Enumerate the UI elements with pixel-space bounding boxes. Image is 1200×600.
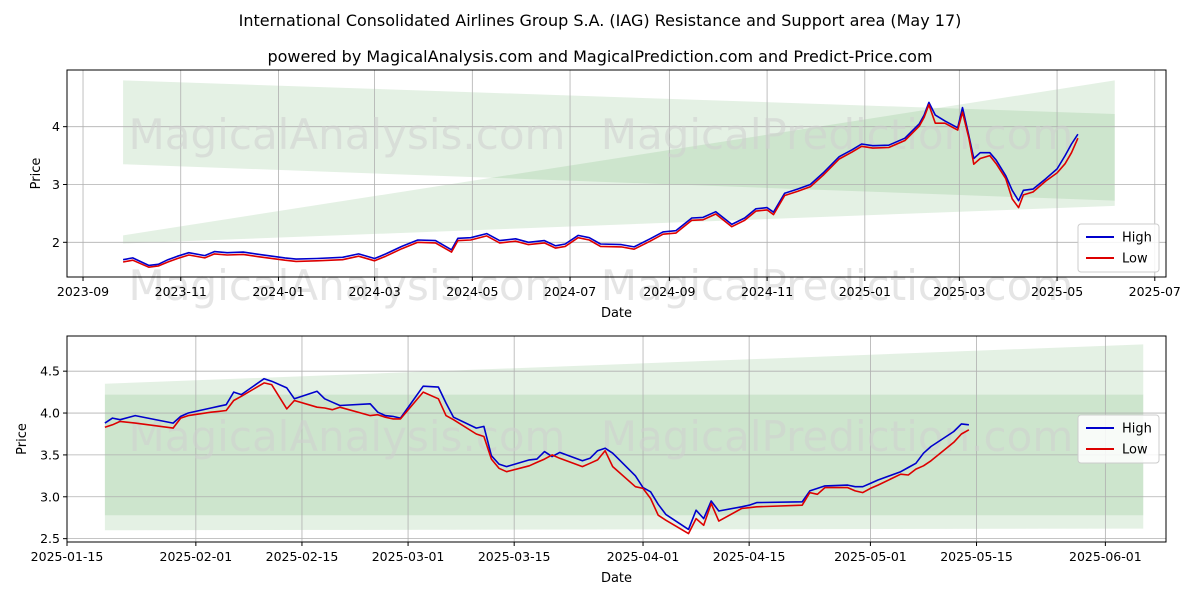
y-axis-label: Price — [29, 158, 44, 190]
x-axis-label: Date — [601, 306, 632, 321]
y-tick-label: 2.5 — [40, 531, 60, 546]
legend-label-high: High — [1122, 422, 1152, 437]
y-axis-label: Price — [15, 423, 30, 455]
x-tick-label: 2025-05 — [1031, 284, 1083, 299]
x-tick-label: 2025-01 — [839, 284, 891, 299]
x-tick-label: 2025-07 — [1129, 284, 1181, 299]
series-low-line — [122, 103, 1079, 269]
x-tick-label: 2024-11 — [741, 284, 793, 299]
watermark: MagicalAnalysis.com — [129, 412, 566, 461]
y-tick-label: 4.5 — [40, 364, 60, 379]
x-tick-label: 2025-04-01 — [607, 549, 680, 564]
y-tick-label: 3.0 — [40, 489, 60, 504]
x-tick-label: 2025-02-01 — [160, 549, 233, 564]
x-tick-label: 2023-09 — [57, 284, 109, 299]
x-tick-label: 2024-03 — [348, 284, 400, 299]
legend-label-low: Low — [1122, 252, 1148, 267]
x-axis-label: Date — [601, 571, 632, 586]
x-tick-label: 2025-01-15 — [31, 549, 104, 564]
x-tick-label: 2024-07 — [544, 284, 596, 299]
y-tick-label: 2 — [52, 235, 60, 250]
series-high-line — [122, 101, 1079, 267]
watermark: MagicalAnalysis.com — [129, 110, 566, 159]
x-tick-label: 2025-02-15 — [266, 549, 339, 564]
x-tick-label: 2024-01 — [252, 284, 304, 299]
x-tick-label: 2025-05-15 — [940, 549, 1013, 564]
x-tick-label: 2024-05 — [446, 284, 498, 299]
x-tick-label: 2025-05-01 — [834, 549, 907, 564]
lower-chart-panel: MagicalAnalysis.com MagicalPrediction.com… — [15, 335, 1167, 586]
watermark: MagicalPrediction.com — [601, 110, 1074, 159]
plot-frame — [66, 69, 1167, 278]
watermark: MagicalPrediction.com — [601, 412, 1074, 461]
legend-label-high: High — [1122, 231, 1152, 246]
y-tick-label: 4 — [52, 119, 60, 134]
x-tick-label: 2025-03-01 — [372, 549, 445, 564]
x-tick-label: 2023-11 — [155, 284, 207, 299]
band-1 — [123, 80, 1115, 201]
upper-chart-panel: MagicalAnalysis.com MagicalPrediction.com… — [29, 69, 1181, 321]
y-tick-label: 3 — [52, 177, 60, 192]
x-tick-label: 2025-03 — [933, 284, 985, 299]
band-2 — [104, 344, 1144, 531]
x-tick-label: 2025-03-15 — [478, 549, 551, 564]
chart-subtitle: powered by MagicalAnalysis.com and Magic… — [267, 47, 932, 66]
x-tick-label: 2025-06-01 — [1069, 549, 1142, 564]
series-low-line — [104, 382, 970, 535]
y-tick-label: 4.0 — [40, 406, 60, 421]
plot-frame — [66, 335, 1167, 543]
band-2 — [123, 80, 1115, 244]
chart-title: International Consolidated Airlines Grou… — [239, 11, 962, 30]
series-high-line — [104, 377, 969, 531]
watermark: MagicalAnalysis.com — [129, 261, 566, 310]
y-tick-label: 3.5 — [40, 447, 60, 462]
x-tick-label: 2024-09 — [643, 284, 695, 299]
legend-label-low: Low — [1122, 443, 1148, 458]
x-tick-label: 2025-04-15 — [713, 549, 786, 564]
watermark: MagicalPrediction.com — [601, 261, 1074, 310]
